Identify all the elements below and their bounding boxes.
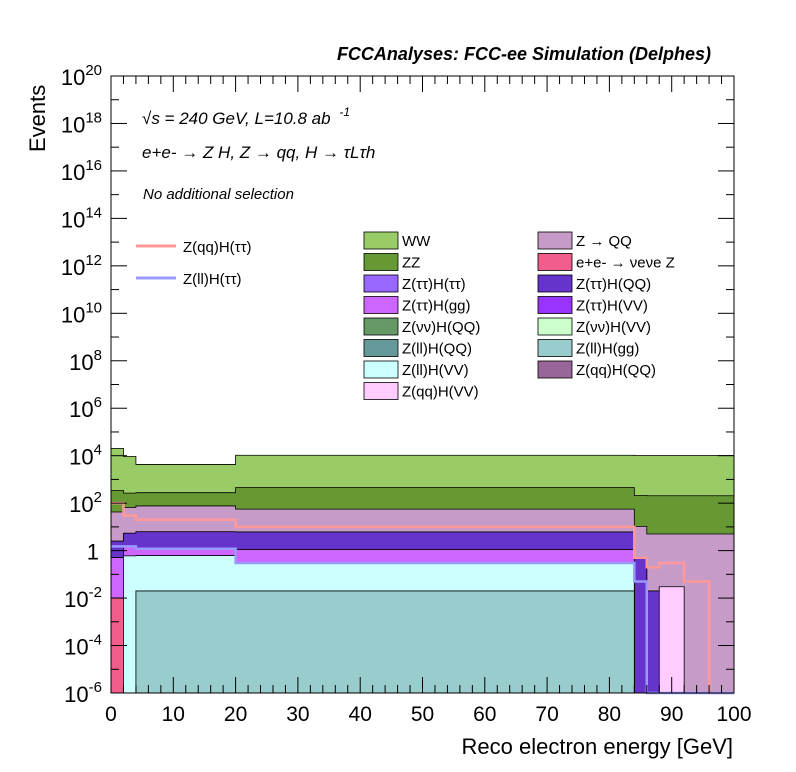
ticks-layer <box>110 75 735 694</box>
legend-label: Z(νν)H(QQ) <box>402 319 480 336</box>
legend-label: Z(qq)H(VV) <box>402 384 479 401</box>
legend-swatch <box>537 231 573 250</box>
energy-lumi-annotation: √s = 240 GeV, L=10.8 ab -1 <box>142 105 350 128</box>
selection-annotation: No additional selection <box>143 186 294 203</box>
legend-label: Z(ll)H(QQ) <box>402 341 472 358</box>
legend-swatch <box>363 253 399 271</box>
x-tick-label: 70 <box>535 703 558 726</box>
y-tick-label: 102 <box>69 489 102 517</box>
stack-layer <box>110 447 735 694</box>
legend-swatch <box>363 382 399 400</box>
legend-swatch <box>537 253 573 271</box>
x-tick-labels: 0 10 20 30 40 50 60 70 80 90 100 <box>105 703 751 726</box>
legend-swatch <box>537 274 573 293</box>
x-tick-label: 10 <box>162 703 185 726</box>
x-tick-label: 0 <box>105 703 117 726</box>
y-axis-label: Events <box>25 85 50 152</box>
x-tick-label: 90 <box>660 703 683 726</box>
y-tick-label: 10-6 <box>64 679 102 707</box>
x-tick-label: 80 <box>598 703 621 726</box>
legend-swatch <box>537 360 573 379</box>
y-tick-labels: 1020 1018 1016 1014 1012 1010 108 106 104 102 1 10-… <box>61 62 102 707</box>
process-annotation: e+e- → Z H, Z → qq, H → τLτh <box>142 143 375 162</box>
legend-label: Z(νν)H(VV) <box>576 319 651 336</box>
legend-label: Z(ττ)H(VV) <box>576 298 648 315</box>
legend-swatch <box>363 339 399 357</box>
y-tick-label: 1016 <box>61 157 102 185</box>
x-tick-label: 20 <box>224 703 247 726</box>
x-tick-label: 30 <box>286 703 309 726</box>
legend-swatch <box>363 274 399 293</box>
legend-label: Z(qq)H(ττ) <box>183 239 252 256</box>
y-tick-label: 10-4 <box>64 632 102 660</box>
x-tick-label: 40 <box>349 703 372 726</box>
legend-label: Z(ττ)H(gg) <box>402 298 471 315</box>
legend-swatch <box>537 296 573 314</box>
legend-swatch <box>363 317 399 336</box>
signal-line-z-qq-h <box>111 501 734 695</box>
y-tick-label: 1012 <box>61 252 102 280</box>
x-tick-label: 100 <box>716 703 751 726</box>
legend-label: Z(qq)H(QQ) <box>576 362 656 379</box>
legend-label: e+e- → νeνe Z <box>576 255 675 272</box>
y-tick-label: 1020 <box>61 62 102 90</box>
legend-label: Z(ττ)H(QQ) <box>576 276 651 293</box>
y-tick-label: 1018 <box>61 109 102 137</box>
legend-swatch <box>537 339 573 357</box>
y-tick-label: 104 <box>69 442 102 470</box>
x-tick-label: 60 <box>473 703 496 726</box>
legend-swatch <box>363 231 399 250</box>
y-tick-label: 1 <box>87 540 99 565</box>
legend-label: Z(ll)H(gg) <box>576 341 639 358</box>
y-tick-label: 10-2 <box>64 584 102 612</box>
legend-label: Z(ll)H(VV) <box>402 362 469 379</box>
y-tick-label: 1014 <box>61 204 102 232</box>
legend-signal: Z(qq)H(ττ) Z(ll)H(ττ) <box>136 239 252 288</box>
legend-label: ZZ <box>402 255 420 272</box>
x-tick-label: 50 <box>411 703 434 726</box>
legend-stack: WW Z → QQ ZZ e+e- → νeνe Z Z(ττ)H(ττ) Z(ττ)H(… <box>363 231 675 401</box>
legend-label: Z → QQ <box>576 233 632 250</box>
x-axis-label: Reco electron energy [GeV] <box>462 734 733 759</box>
legend-label: Z(ττ)H(ττ) <box>402 276 466 293</box>
legend-swatch <box>537 317 573 336</box>
legend-label: Z(ll)H(ττ) <box>183 271 242 288</box>
chart-title: FCCAnalyses: FCC-ee Simulation (Delphes) <box>337 44 711 64</box>
y-tick-label: 1010 <box>61 299 102 327</box>
y-tick-label: 106 <box>69 394 102 422</box>
legend-swatch <box>363 360 399 379</box>
legend-swatch <box>363 296 399 314</box>
y-tick-label: 108 <box>69 347 102 375</box>
legend-label: WW <box>402 233 431 250</box>
